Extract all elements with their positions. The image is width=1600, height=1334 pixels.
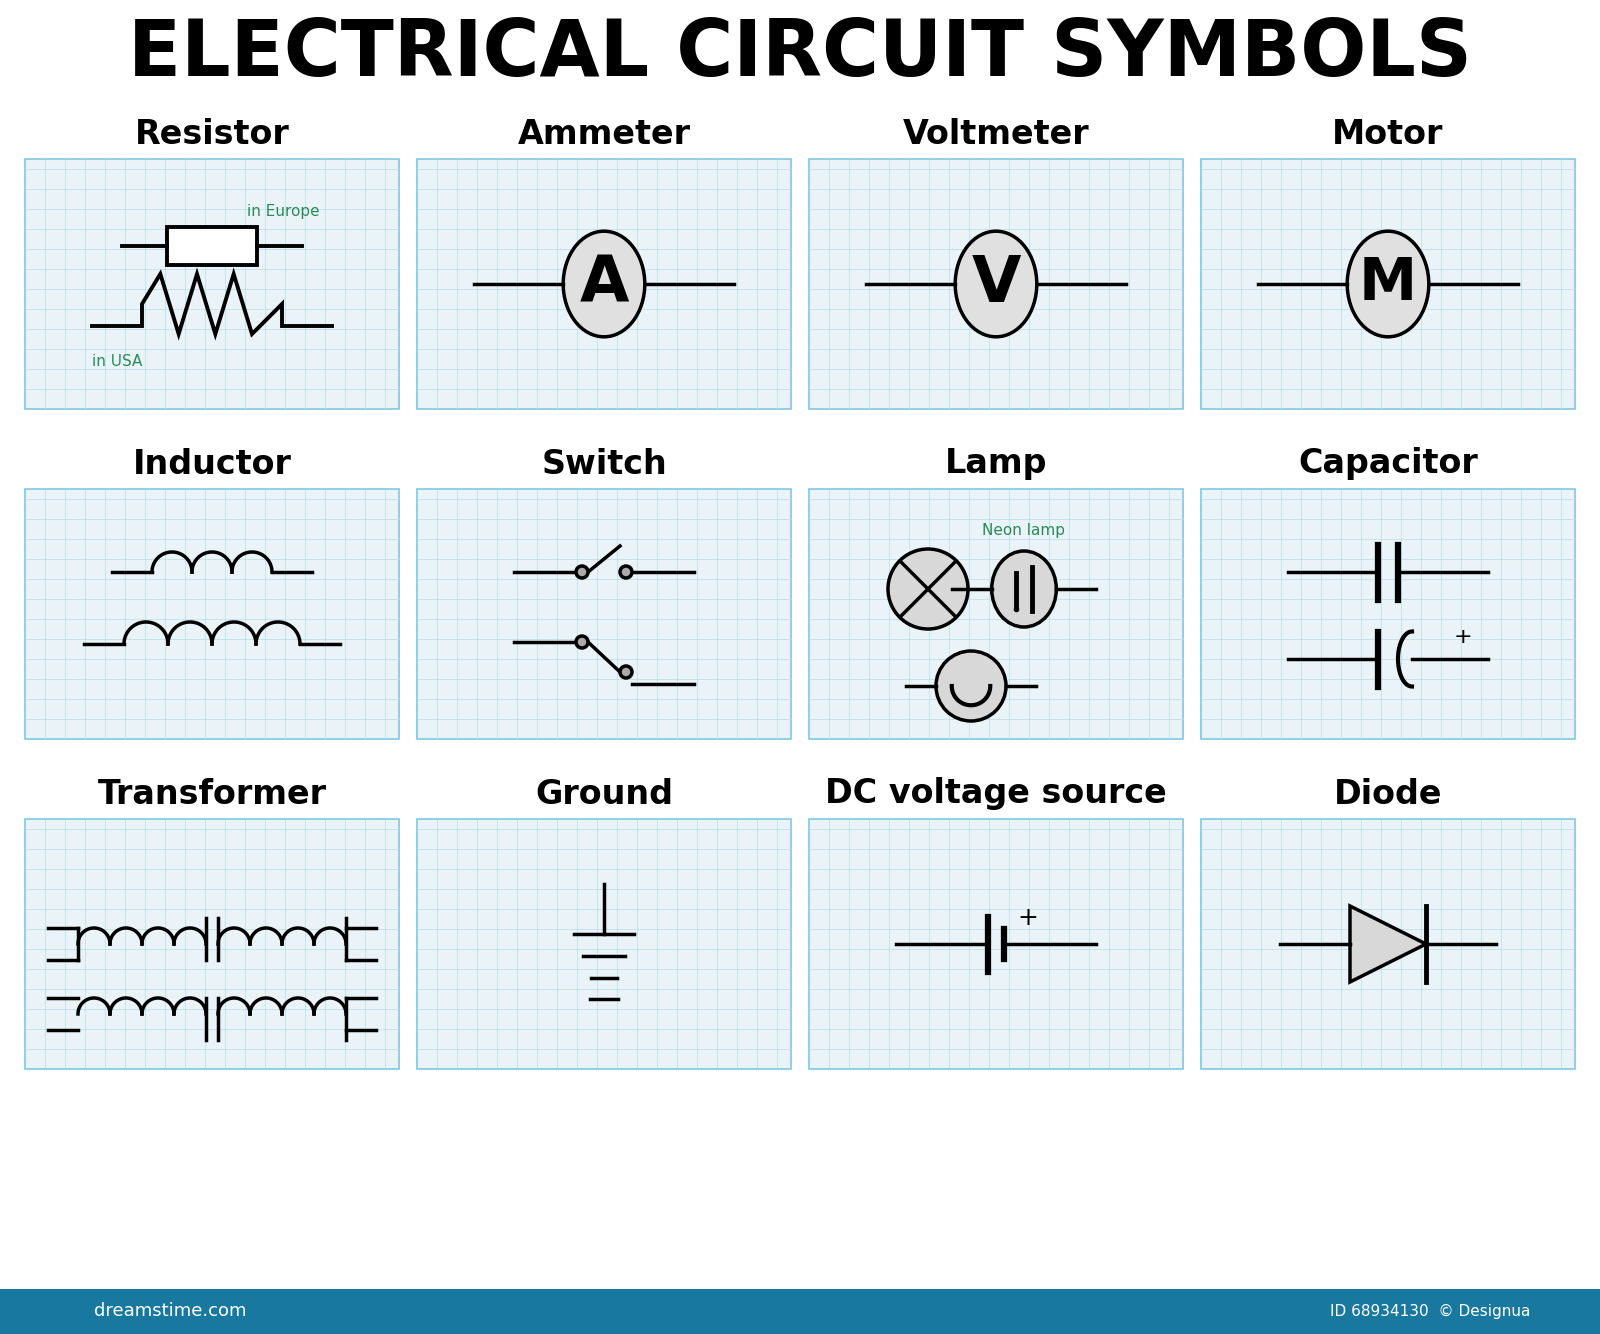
Bar	[418, 159, 790, 410]
Text: M: M	[1358, 256, 1418, 312]
Text: +: +	[1454, 627, 1472, 647]
Bar	[26, 159, 398, 410]
Text: Voltmeter: Voltmeter	[902, 117, 1090, 151]
Bar	[810, 490, 1182, 739]
Ellipse shape	[992, 551, 1056, 627]
Text: Inductor: Inductor	[133, 447, 291, 480]
Text: Resistor: Resistor	[134, 117, 290, 151]
Circle shape	[576, 566, 589, 578]
Text: Motor: Motor	[1333, 117, 1443, 151]
Bar	[1202, 159, 1574, 410]
Bar	[0, 1289, 1600, 1334]
Text: Ground: Ground	[534, 778, 674, 811]
Text: Capacitor: Capacitor	[1298, 447, 1478, 480]
Bar	[810, 159, 1182, 410]
Text: ID 68934130  © Designua: ID 68934130 © Designua	[1330, 1305, 1530, 1319]
Polygon shape	[1350, 906, 1426, 982]
Text: in USA: in USA	[93, 354, 142, 370]
Text: Lamp: Lamp	[944, 447, 1048, 480]
Circle shape	[576, 636, 589, 648]
Bar	[26, 819, 398, 1069]
Ellipse shape	[955, 231, 1037, 336]
Text: dreamstime.com: dreamstime.com	[94, 1302, 246, 1321]
Text: A: A	[579, 253, 629, 315]
Bar	[418, 490, 790, 739]
Ellipse shape	[563, 231, 645, 336]
Bar	[26, 490, 398, 739]
Text: Ammeter: Ammeter	[517, 117, 691, 151]
Circle shape	[936, 651, 1006, 720]
Text: Diode: Diode	[1334, 778, 1442, 811]
Circle shape	[621, 666, 632, 678]
Bar	[1202, 490, 1574, 739]
Circle shape	[621, 566, 632, 578]
Text: ELECTRICAL CIRCUIT SYMBOLS: ELECTRICAL CIRCUIT SYMBOLS	[128, 16, 1472, 92]
Bar	[166, 227, 258, 265]
Text: DC voltage source: DC voltage source	[826, 778, 1166, 811]
Circle shape	[888, 550, 968, 630]
Bar	[810, 819, 1182, 1069]
Bar	[418, 819, 790, 1069]
Text: in Europe: in Europe	[246, 204, 320, 219]
Bar	[1202, 819, 1574, 1069]
Text: +: +	[1018, 906, 1038, 930]
Text: Switch: Switch	[541, 447, 667, 480]
Text: Neon lamp: Neon lamp	[982, 523, 1066, 539]
Text: Transformer: Transformer	[98, 778, 326, 811]
Text: V: V	[971, 253, 1021, 315]
Ellipse shape	[1347, 231, 1429, 336]
